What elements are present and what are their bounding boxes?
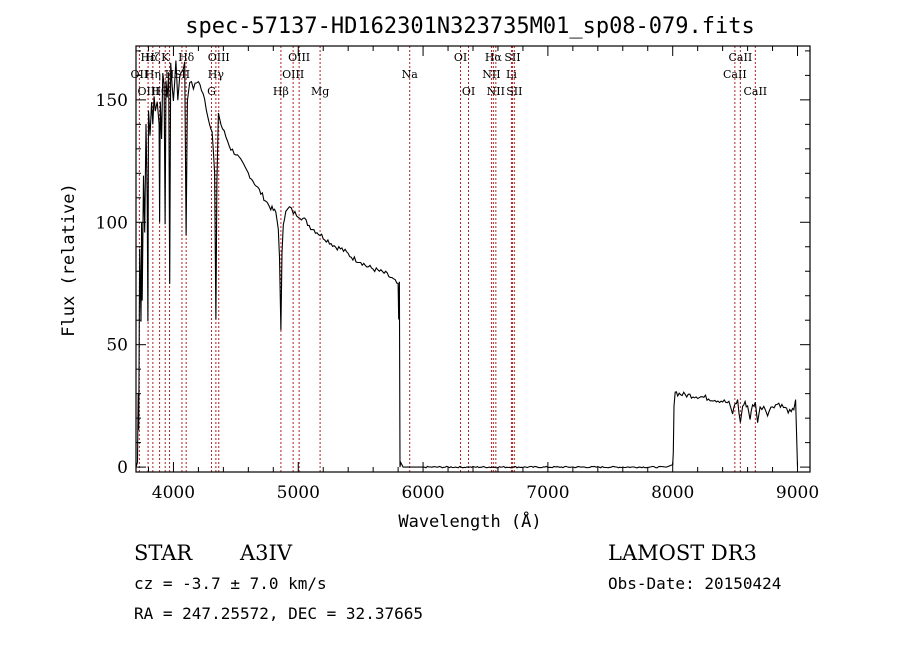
- y-tick-label: 0: [117, 458, 128, 478]
- survey-name: LAMOST DR3: [608, 541, 757, 565]
- spectral-line-label: OIII: [282, 68, 304, 81]
- plot-area-frame: [135, 45, 811, 473]
- spectral-line-label: Hζ: [145, 51, 161, 64]
- y-tick-label: 150: [96, 91, 128, 111]
- spectral-line-label: SII: [506, 85, 522, 98]
- x-tick-label: 8000: [651, 483, 694, 503]
- spectral-lines-layer: [138, 46, 756, 472]
- spectral-line-label: K: [161, 51, 170, 64]
- x-axis-label: Wavelength (Å): [398, 510, 541, 532]
- x-tick-label: 7000: [526, 483, 569, 503]
- x-tick-label: 4000: [152, 483, 195, 503]
- spectral-line-label: H: [165, 68, 175, 81]
- spectrum-series-line: [135, 60, 799, 469]
- y-tick-label: 50: [106, 336, 128, 356]
- spectral-line-label: Mg: [311, 85, 329, 98]
- x-tick-label: 6000: [401, 483, 444, 503]
- spectral-line-label: Li: [506, 68, 517, 81]
- spectral-line-label: Hα: [485, 51, 503, 64]
- axis-ticks-layer: 4000 5000 6000 7000 8000 9000 0 50 100 150: [96, 46, 819, 503]
- object-subclass: A3IV: [239, 541, 293, 565]
- x-tick-label: 9000: [776, 483, 819, 503]
- spectral-line-label: CaII: [723, 68, 747, 81]
- y-axis-label: Flux (relative): [59, 183, 79, 337]
- spectral-line-label: SII: [504, 51, 520, 64]
- spectral-line-label: Na: [402, 68, 419, 81]
- chart-title: spec-57137-HD162301N323735M01_sp08-079.f…: [185, 14, 755, 39]
- spectral-line-label: OIII: [137, 85, 159, 98]
- spectral-line-label: OIII: [208, 51, 230, 64]
- obs-date-text: Obs-Date: 20150424: [608, 574, 781, 593]
- spectral-line-label: Hε: [140, 51, 156, 64]
- x-tick-label: 5000: [277, 483, 320, 503]
- spectral-line-label: OI: [462, 85, 475, 98]
- spectral-line-label: CaII: [729, 51, 753, 64]
- spectral-line-label: OI: [454, 51, 467, 64]
- spectral-line-label: NII: [487, 85, 505, 98]
- spectral-line-label: OIII: [288, 51, 310, 64]
- coordinates-text: RA = 247.25572, DEC = 32.37665: [134, 604, 423, 623]
- spectral-line-label: OII: [131, 68, 149, 81]
- redshift-text: cz = -3.7 ± 7.0 km/s: [134, 574, 327, 593]
- object-type: STAR: [134, 541, 193, 565]
- spectral-line-label: Hη: [145, 68, 161, 81]
- spectral-line-label: G: [207, 85, 216, 98]
- spectral-line-label: NII: [482, 68, 500, 81]
- spectral-line-label: Hδ: [178, 51, 195, 64]
- spectral-line-label: SII: [174, 68, 190, 81]
- y-tick-label: 100: [96, 213, 128, 233]
- spectral-line-label: Hβ: [273, 85, 289, 98]
- spectral-line-label: CaII: [743, 85, 767, 98]
- spectral-line-label: Hγ: [208, 68, 225, 81]
